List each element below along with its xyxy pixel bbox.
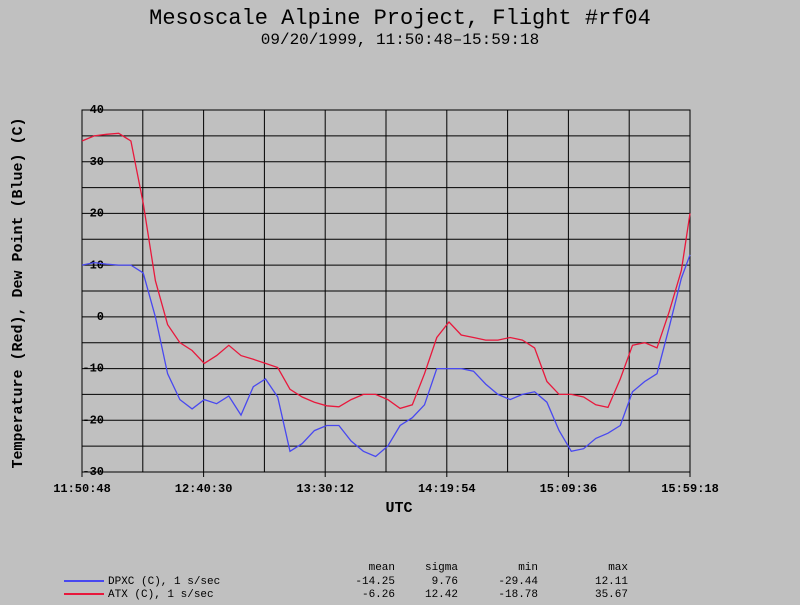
y-tick-label: 30 <box>90 155 104 169</box>
y-tick-label: 20 <box>90 207 104 221</box>
y-tick-label: 0 <box>97 310 104 324</box>
data-line <box>81 254 691 458</box>
stats-value: 35.67 <box>595 589 628 601</box>
y-tick-label: 40 <box>90 103 104 117</box>
stats-value: -6.26 <box>362 589 395 601</box>
y-tick-label: -10 <box>82 362 104 376</box>
chart-subtitle: 09/20/1999, 11:50:48–15:59:18 <box>261 31 539 49</box>
x-tick-label: 14:19:54 <box>418 482 476 496</box>
stats-header: sigma <box>425 562 458 574</box>
stats-value: -29.44 <box>498 576 538 588</box>
stats-value: -18.78 <box>498 589 538 601</box>
stats-header: min <box>518 562 538 574</box>
stats-value: 12.42 <box>425 589 458 601</box>
y-tick-label: 10 <box>90 258 104 272</box>
x-tick-label: 13:30:12 <box>296 482 354 496</box>
y-tick-label: -30 <box>82 465 104 479</box>
x-tick-label: 15:09:36 <box>540 482 598 496</box>
y-axis-label: Temperature (Red), Dew Point (Blue) (C) <box>10 117 27 468</box>
data-line <box>81 132 691 410</box>
stats-value: 9.76 <box>432 576 458 588</box>
legend-label: DPXC (C), 1 s/sec <box>108 576 220 588</box>
x-tick-label: 12:40:30 <box>175 482 233 496</box>
chart-title: Mesoscale Alpine Project, Flight #rf04 <box>149 6 651 31</box>
stats-value: 12.11 <box>595 576 628 588</box>
x-tick-label: 15:59:18 <box>661 482 719 496</box>
stats-value: -14.25 <box>355 576 395 588</box>
x-tick-label: 11:50:48 <box>53 482 111 496</box>
stats-header: max <box>608 562 628 574</box>
stats-header: mean <box>369 562 395 574</box>
legend-label: ATX (C), 1 s/sec <box>108 589 214 601</box>
x-axis-label: UTC <box>385 500 412 517</box>
y-tick-label: -20 <box>82 413 104 427</box>
